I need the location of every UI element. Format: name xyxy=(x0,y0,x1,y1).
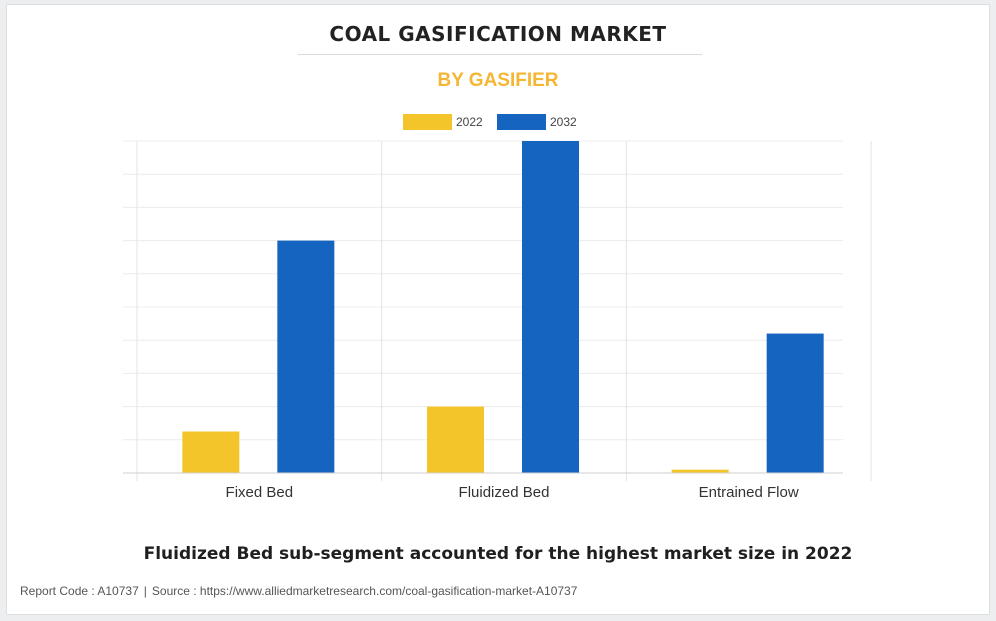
bar-2022-fixed-bed xyxy=(182,431,240,473)
chart-subtitle: BY GASIFIER xyxy=(437,70,559,91)
x-tick-label: Fixed Bed xyxy=(226,484,294,501)
legend-label-2022: 2022 xyxy=(456,115,483,129)
footer-separator: | xyxy=(143,584,147,598)
bar-2032-fixed-bed xyxy=(277,240,335,473)
report-code: Report Code : A10737 xyxy=(20,584,139,598)
legend: 2022 2032 xyxy=(403,114,577,130)
legend-swatch-2022 xyxy=(403,114,452,130)
x-tick-label: Entrained Flow xyxy=(699,484,799,501)
gridlines xyxy=(123,140,872,481)
legend-swatch-2032 xyxy=(497,114,546,130)
chart-title: COAL GASIFICATION MARKET xyxy=(329,22,667,46)
bar-2022-entrained-flow xyxy=(671,469,729,473)
x-axis: Fixed Bed Fluidized Bed Entrained Flow xyxy=(123,472,843,501)
chart-headline: Fluidized Bed sub-segment accounted for … xyxy=(143,544,853,564)
chart-card xyxy=(6,4,990,615)
bar-2032-fluidized-bed xyxy=(522,141,579,473)
legend-label-2032: 2032 xyxy=(550,115,577,129)
bars xyxy=(182,141,824,473)
bar-2022-fluidized-bed xyxy=(427,406,484,473)
title-divider xyxy=(298,54,702,55)
bar-2032-entrained-flow xyxy=(766,333,824,473)
source-link[interactable]: Source : https://www.alliedmarketresearc… xyxy=(151,584,578,598)
footer: Report Code : A10737 | Source : https://ww… xyxy=(20,584,577,598)
x-tick-label: Fluidized Bed xyxy=(459,484,550,501)
